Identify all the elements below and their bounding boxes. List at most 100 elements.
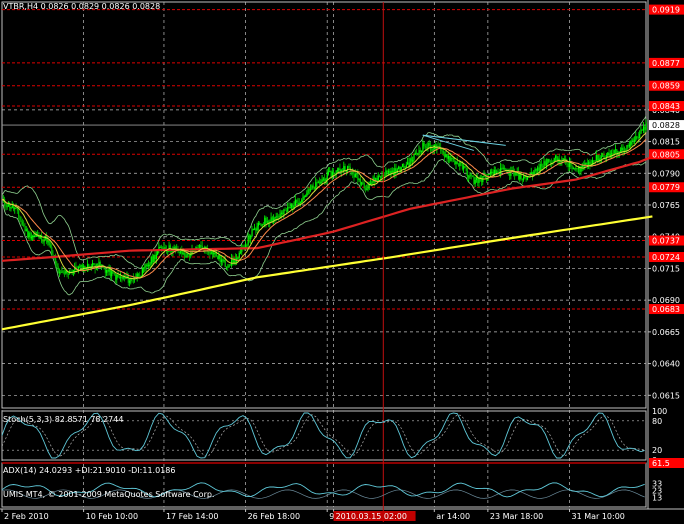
bollinger-upper <box>1 115 647 269</box>
time-tick-label: ar 14:00 <box>436 512 470 521</box>
time-tick-label: 9 <box>329 512 334 521</box>
candle-body <box>544 161 546 166</box>
candle-body <box>275 216 277 218</box>
level-price-tag <box>649 235 684 246</box>
candle-body <box>238 252 240 258</box>
candle-body <box>343 166 345 171</box>
candle-body <box>387 170 390 173</box>
candle-body <box>324 178 326 182</box>
candle-body <box>375 178 377 183</box>
candle-body <box>437 146 439 148</box>
candle-body <box>241 247 243 252</box>
candle-body <box>146 264 149 267</box>
level-price-tag-label: 0.0843 <box>652 102 680 111</box>
candle-body <box>301 199 303 203</box>
candle-body <box>56 263 58 267</box>
price-tick-label: 0.0690 <box>652 296 680 305</box>
candle-body <box>642 126 645 131</box>
candle-body <box>401 163 404 168</box>
level-price-tag-label: 0.0919 <box>652 6 680 15</box>
candle-body <box>493 169 495 176</box>
level-price-tag-label: 0.0779 <box>652 183 680 192</box>
candle-body <box>336 169 339 171</box>
candle-body <box>557 158 559 162</box>
candle-body <box>628 144 631 147</box>
candle-body <box>103 266 105 270</box>
candle-body <box>181 249 183 255</box>
candle-body <box>55 258 57 264</box>
candle-body <box>279 213 281 217</box>
candle-body <box>376 178 378 182</box>
candle-body <box>104 269 106 273</box>
candle-body <box>630 141 632 145</box>
candle-body <box>409 158 411 167</box>
candle-body <box>405 164 407 168</box>
candle-body <box>141 268 143 277</box>
candle-body <box>278 216 280 218</box>
candle-body <box>547 159 549 164</box>
time-marker-label: 2010.03.15 02:00 <box>336 512 407 521</box>
candle-body <box>509 171 511 176</box>
candle-body <box>614 149 617 151</box>
candle-body <box>386 170 388 173</box>
candle-body <box>444 154 446 158</box>
ma-mid-line <box>1 155 653 262</box>
candle-body <box>149 263 151 265</box>
candle-body <box>466 170 469 177</box>
candle-body <box>414 152 416 155</box>
candle-body <box>549 161 552 163</box>
candle-body <box>123 277 126 279</box>
candle-body <box>451 157 453 159</box>
time-tick-label: 10 Feb 10:00 <box>86 512 138 521</box>
candle-body <box>311 185 313 190</box>
candle-body <box>535 169 538 171</box>
trend-line[interactable] <box>422 134 506 146</box>
candle-body <box>432 148 434 151</box>
candle-body <box>597 155 599 162</box>
candle-body <box>140 276 142 278</box>
candle-body <box>454 160 456 165</box>
candle-body <box>377 175 379 182</box>
candle-body <box>446 154 448 159</box>
candle-body <box>480 177 483 183</box>
candle-body <box>428 142 430 146</box>
candle-body <box>262 224 265 226</box>
candle-body <box>187 253 189 255</box>
candle-body <box>637 137 640 139</box>
adx-tick-label: 13 <box>652 494 662 503</box>
bollinger-lower <box>1 159 646 296</box>
candle-body <box>305 196 307 198</box>
candle-body <box>515 172 517 176</box>
candle-body <box>329 171 331 173</box>
stoch-tick-label: 100 <box>652 407 667 416</box>
candle-body <box>112 271 114 273</box>
candle-body <box>554 156 557 159</box>
level-price-tag-label: 0.0859 <box>652 82 680 91</box>
candle-body <box>186 253 188 258</box>
candle-body <box>173 247 175 249</box>
candle-body <box>570 162 572 166</box>
candle-body <box>190 253 192 257</box>
candle-body <box>155 254 158 260</box>
candle-body <box>319 181 321 184</box>
candle-body <box>167 250 169 252</box>
candle-body <box>426 147 428 149</box>
candle-body <box>354 173 356 178</box>
candle-body <box>373 177 376 183</box>
price-tick-label: 0.0640 <box>652 360 680 369</box>
candle-body <box>588 161 590 165</box>
stoch-tick-label: 20 <box>652 446 662 455</box>
candle-body <box>7 203 10 207</box>
candle-body <box>622 147 624 152</box>
candle-body <box>274 216 276 219</box>
candle-body <box>487 174 489 181</box>
candle-body <box>65 270 67 274</box>
candle-body <box>583 165 585 167</box>
candle-body <box>312 185 314 187</box>
candle-body <box>220 259 223 263</box>
candle-body <box>287 207 289 212</box>
trend-line[interactable] <box>422 134 474 151</box>
candle-body <box>367 185 369 189</box>
